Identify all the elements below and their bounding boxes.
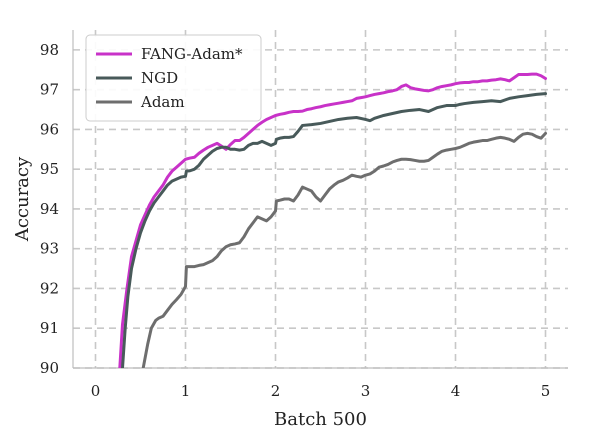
series-lines: [118, 72, 547, 368]
x-tick-label-4: 4: [451, 382, 461, 400]
y-axis-label: Accuracy: [12, 156, 33, 242]
legend-label-ngd: NGD: [141, 69, 178, 87]
y-tick-label-8: 98: [40, 41, 59, 59]
legend: FANG-Adam* NGD Adam: [85, 34, 262, 122]
series-line-ngd: [121, 92, 547, 368]
y-tick-label-0: 90: [40, 359, 59, 377]
axes: [72, 30, 568, 369]
x-tick-label-5: 5: [541, 382, 551, 400]
x-axis-label: Batch 500: [274, 409, 367, 430]
series-line-fang-adam: [118, 72, 547, 368]
legend-label-adam: Adam: [140, 93, 185, 111]
y-tick-label-6: 96: [40, 120, 59, 138]
x-tick-label-3: 3: [361, 382, 371, 400]
y-tick-label-5: 95: [40, 160, 59, 178]
y-tick-label-3: 93: [40, 240, 59, 258]
series-line-adam: [141, 131, 547, 368]
y-tick-label-4: 94: [40, 200, 59, 218]
y-tick-label-2: 92: [40, 279, 59, 297]
x-tick-label-0: 0: [91, 382, 101, 400]
x-tick-label-1: 1: [181, 382, 191, 400]
x-tick-label-2: 2: [271, 382, 281, 400]
tick-labels: 0 1 2 3 4 5 90 91 92 93 94 95 96 97 98: [40, 41, 550, 400]
y-tick-label-1: 91: [40, 319, 59, 337]
legend-label-fang-adam: FANG-Adam*: [141, 45, 243, 63]
y-tick-label-7: 97: [40, 81, 59, 99]
legend-box: [85, 34, 262, 122]
axis-labels: Batch 500 Accuracy: [12, 156, 367, 430]
